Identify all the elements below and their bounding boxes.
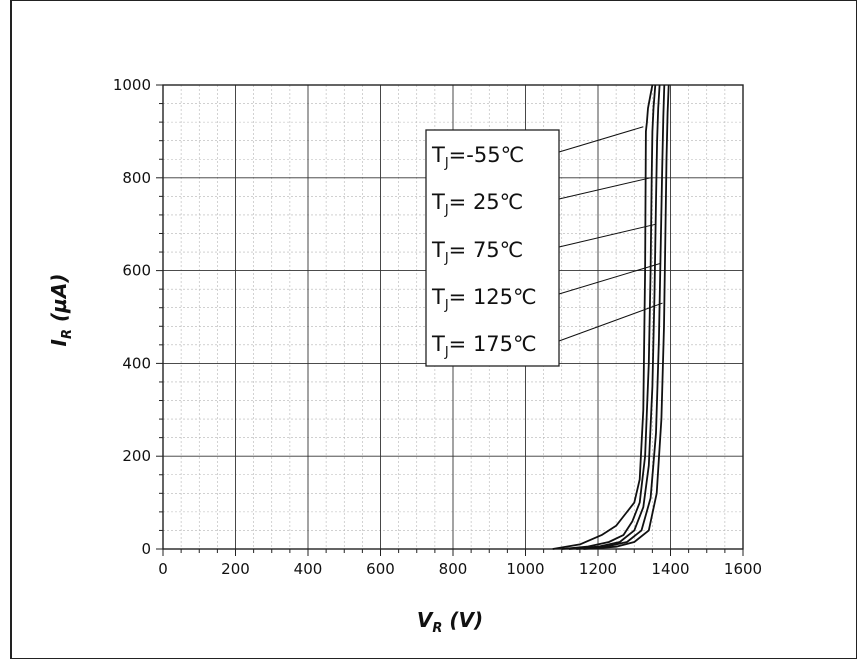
x-tick-label: 1600 <box>724 560 762 578</box>
legend-entry-5: TJ= 175℃ <box>431 332 537 360</box>
legend-entry-value: = 25℃ <box>449 190 524 214</box>
x-tick-label: 1000 <box>506 560 544 578</box>
series-line-5 <box>583 84 670 550</box>
series-line-1 <box>552 84 654 550</box>
legend-entry-subscript: J <box>444 203 449 218</box>
legend-entry-2: TJ= 25℃ <box>431 190 523 218</box>
legend-entry-value: = 175℃ <box>449 332 537 356</box>
series-lines <box>552 84 670 550</box>
y-tick-label: 200 <box>122 447 151 465</box>
legend-entry-subscript: J <box>444 156 449 171</box>
legend-entry-1: TJ=-55℃ <box>431 143 524 171</box>
legend-leader-3 <box>558 223 657 248</box>
legend-entry-symbol: T <box>431 238 445 262</box>
series-line-3 <box>568 84 661 550</box>
y-tick-label: 800 <box>122 169 151 187</box>
x-axis-title: VR (V) <box>417 608 483 636</box>
legend-entry-3: TJ= 75℃ <box>431 238 523 266</box>
legend-entry-subscript: J <box>444 298 449 313</box>
y-tick-label: 0 <box>141 540 151 558</box>
legend-entry-value: = 125℃ <box>449 285 537 309</box>
legend-entry-symbol: T <box>431 285 445 309</box>
legend-leader-1 <box>558 126 644 153</box>
tick-marks <box>156 84 744 556</box>
legend-leader-lines <box>558 126 663 342</box>
y-tick-label: 400 <box>122 354 151 372</box>
figure-border <box>10 0 857 659</box>
legend-box <box>425 129 560 367</box>
legend: TJ=-55℃TJ= 25℃TJ= 75℃TJ= 125℃TJ= 175℃ <box>425 126 663 367</box>
legend-leader-5 <box>558 302 663 342</box>
legend-leader-4 <box>558 263 660 295</box>
x-tick-label: 1400 <box>651 560 689 578</box>
legend-entry-symbol: T <box>431 190 445 214</box>
series-line-4 <box>576 84 666 550</box>
y-tick-labels: 0 200 400 600 800 1000 <box>113 76 151 558</box>
series-line-2 <box>561 84 657 550</box>
x-tick-label: 800 <box>439 560 468 578</box>
legend-entry-value: = 75℃ <box>449 238 524 262</box>
legend-entry-subscript: J <box>444 251 449 266</box>
x-tick-label: 0 <box>158 560 168 578</box>
legend-entry-4: TJ= 125℃ <box>431 285 537 313</box>
x-tick-label: 400 <box>294 560 323 578</box>
x-tick-label: 600 <box>366 560 395 578</box>
y-tick-label: 1000 <box>113 76 151 94</box>
legend-entry-symbol: T <box>431 332 445 356</box>
legend-entry-value: =-55℃ <box>449 143 524 167</box>
x-tick-labels: 0 200 400 600 800 1000 1200 1400 1600 <box>158 560 762 578</box>
x-tick-label: 200 <box>221 560 250 578</box>
x-tick-label: 1200 <box>579 560 617 578</box>
legend-entry-subscript: J <box>444 345 449 360</box>
y-tick-label: 600 <box>122 262 151 280</box>
legend-entry-symbol: T <box>431 143 445 167</box>
legend-items: TJ=-55℃TJ= 25℃TJ= 75℃TJ= 125℃TJ= 175℃ <box>431 143 537 360</box>
y-axis-title: IR (µA) <box>47 274 75 347</box>
legend-leader-2 <box>558 177 651 200</box>
